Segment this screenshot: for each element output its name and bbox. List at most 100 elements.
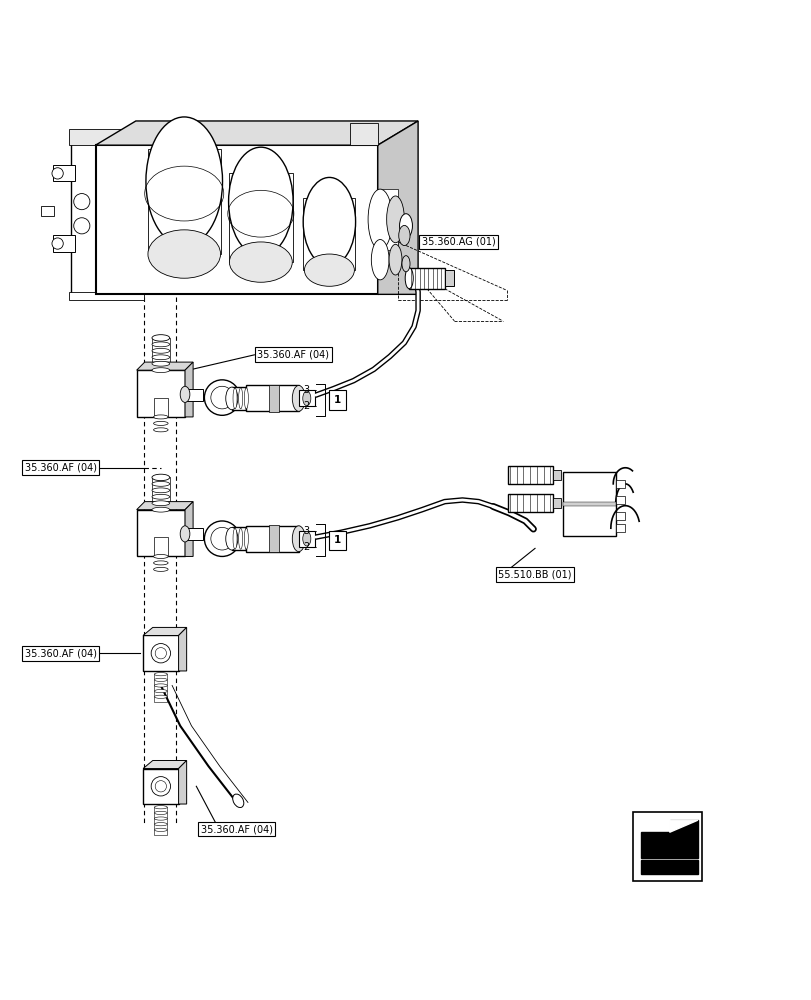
Ellipse shape bbox=[154, 684, 167, 687]
Ellipse shape bbox=[303, 531, 311, 546]
Polygon shape bbox=[143, 760, 187, 769]
Bar bbox=[303, 198, 354, 270]
Polygon shape bbox=[136, 502, 193, 510]
Circle shape bbox=[52, 238, 63, 249]
Bar bbox=[552, 498, 560, 508]
Bar bbox=[444, 270, 454, 286]
Bar bbox=[185, 389, 203, 401]
Text: 2: 2 bbox=[303, 401, 309, 411]
Ellipse shape bbox=[152, 361, 169, 366]
Bar bbox=[154, 807, 167, 835]
Ellipse shape bbox=[229, 147, 293, 256]
Bar bbox=[246, 526, 298, 552]
Ellipse shape bbox=[244, 388, 248, 409]
Ellipse shape bbox=[154, 817, 167, 820]
Ellipse shape bbox=[180, 386, 190, 402]
Ellipse shape bbox=[152, 481, 169, 486]
Circle shape bbox=[151, 777, 170, 796]
Ellipse shape bbox=[154, 673, 167, 676]
Ellipse shape bbox=[303, 391, 311, 406]
Ellipse shape bbox=[292, 526, 305, 552]
Ellipse shape bbox=[304, 254, 354, 286]
Text: 2: 2 bbox=[303, 542, 309, 552]
Ellipse shape bbox=[153, 415, 168, 419]
Ellipse shape bbox=[233, 528, 237, 549]
Ellipse shape bbox=[153, 561, 168, 565]
Bar bbox=[349, 123, 377, 145]
Ellipse shape bbox=[154, 823, 167, 826]
Bar bbox=[185, 528, 203, 540]
Ellipse shape bbox=[153, 554, 168, 558]
Bar bbox=[53, 165, 75, 181]
Polygon shape bbox=[143, 627, 187, 635]
Ellipse shape bbox=[152, 488, 169, 493]
Ellipse shape bbox=[180, 526, 190, 542]
Bar bbox=[552, 470, 560, 480]
Circle shape bbox=[155, 781, 166, 792]
Polygon shape bbox=[69, 129, 144, 145]
Text: 35.360.AF (04): 35.360.AF (04) bbox=[200, 824, 272, 834]
Ellipse shape bbox=[152, 494, 169, 499]
Ellipse shape bbox=[152, 474, 169, 481]
Circle shape bbox=[204, 521, 239, 556]
Circle shape bbox=[155, 648, 166, 659]
Ellipse shape bbox=[146, 117, 222, 246]
Circle shape bbox=[74, 194, 90, 210]
Ellipse shape bbox=[148, 230, 221, 278]
Bar bbox=[615, 480, 624, 488]
Bar bbox=[231, 527, 246, 550]
Ellipse shape bbox=[152, 335, 169, 341]
Polygon shape bbox=[641, 820, 697, 858]
Bar bbox=[328, 390, 346, 410]
Ellipse shape bbox=[152, 501, 169, 506]
Ellipse shape bbox=[229, 242, 292, 282]
Ellipse shape bbox=[154, 811, 167, 815]
Bar bbox=[377, 189, 397, 250]
Bar bbox=[268, 525, 278, 552]
Polygon shape bbox=[71, 141, 96, 294]
Ellipse shape bbox=[153, 567, 168, 571]
Text: 3: 3 bbox=[303, 385, 309, 395]
Circle shape bbox=[151, 644, 170, 663]
Polygon shape bbox=[143, 635, 178, 671]
Ellipse shape bbox=[371, 240, 388, 280]
Ellipse shape bbox=[233, 794, 243, 808]
Ellipse shape bbox=[152, 368, 169, 373]
Ellipse shape bbox=[225, 527, 238, 550]
Bar bbox=[152, 338, 169, 370]
Ellipse shape bbox=[303, 177, 355, 266]
Text: 35.360.AG (01): 35.360.AG (01) bbox=[421, 237, 495, 247]
Polygon shape bbox=[143, 769, 178, 804]
Ellipse shape bbox=[153, 428, 168, 432]
Bar bbox=[563, 502, 615, 506]
Bar bbox=[633, 812, 701, 881]
Bar bbox=[298, 531, 315, 547]
Text: 1: 1 bbox=[333, 535, 341, 545]
Polygon shape bbox=[96, 121, 418, 145]
Circle shape bbox=[211, 386, 233, 409]
Ellipse shape bbox=[154, 806, 167, 809]
Ellipse shape bbox=[225, 387, 238, 410]
Bar bbox=[615, 524, 624, 532]
Circle shape bbox=[52, 168, 63, 179]
Ellipse shape bbox=[152, 355, 169, 360]
Bar bbox=[409, 268, 444, 289]
Ellipse shape bbox=[154, 828, 167, 831]
Circle shape bbox=[74, 218, 90, 234]
Ellipse shape bbox=[152, 342, 169, 347]
Ellipse shape bbox=[154, 678, 167, 681]
Bar bbox=[154, 674, 167, 702]
Polygon shape bbox=[178, 760, 187, 804]
Bar bbox=[508, 494, 552, 512]
Polygon shape bbox=[96, 145, 377, 294]
Ellipse shape bbox=[388, 244, 401, 275]
Polygon shape bbox=[178, 627, 187, 671]
Bar bbox=[615, 496, 624, 504]
Polygon shape bbox=[136, 510, 185, 556]
Bar bbox=[615, 512, 624, 520]
Polygon shape bbox=[136, 362, 193, 370]
Bar bbox=[508, 466, 552, 484]
Bar bbox=[246, 385, 298, 411]
Polygon shape bbox=[69, 292, 144, 300]
Text: 55.510.BB (01): 55.510.BB (01) bbox=[498, 569, 571, 579]
